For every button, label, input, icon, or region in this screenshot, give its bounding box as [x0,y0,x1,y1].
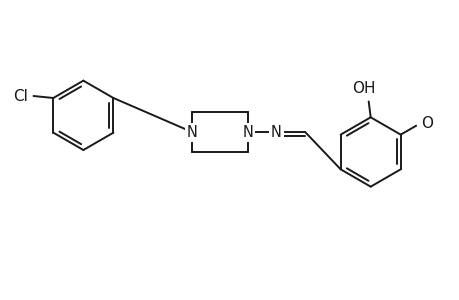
Text: N: N [186,125,197,140]
Text: N: N [242,125,253,140]
Text: N: N [270,125,281,140]
Text: Cl: Cl [13,88,28,104]
Text: OH: OH [351,80,375,95]
Text: O: O [420,116,432,131]
